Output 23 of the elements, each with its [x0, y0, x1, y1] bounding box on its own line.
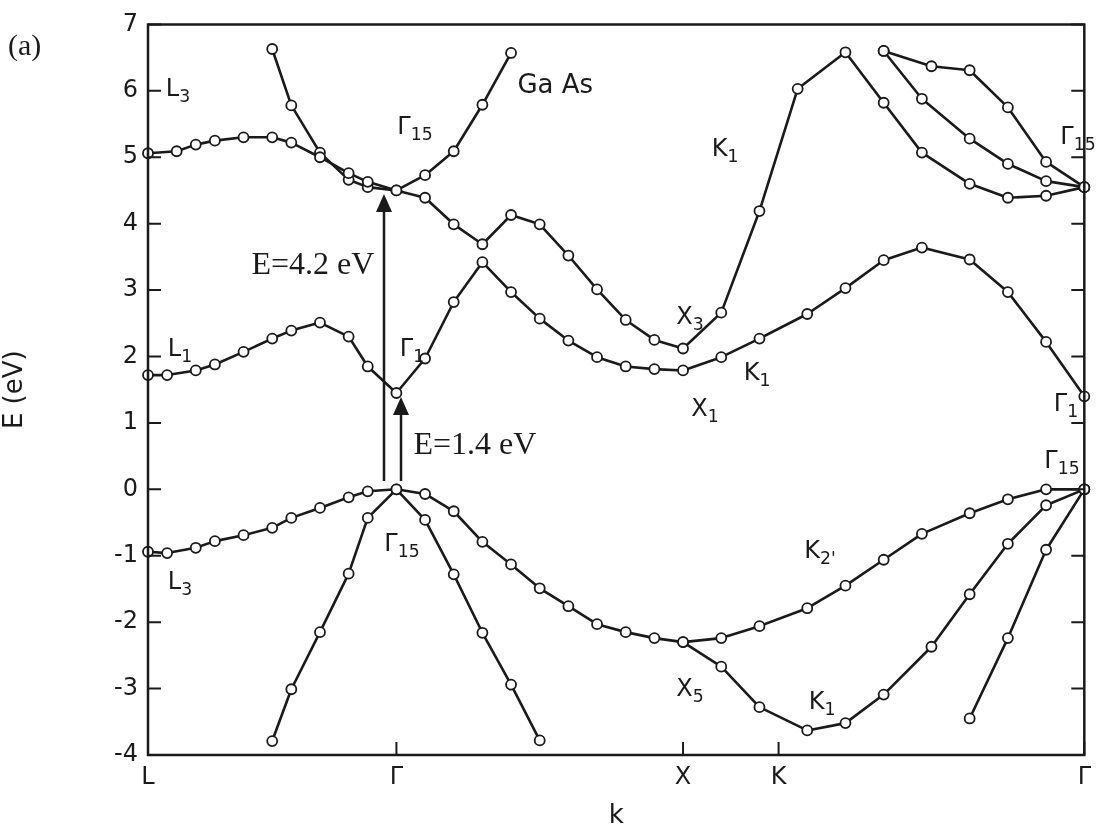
x-tick-label: Γ [389, 761, 404, 790]
annotation: E=1.4 eV [413, 425, 537, 462]
y-tick-label: 2 [122, 340, 138, 369]
x-tick-label: Γ [1077, 761, 1092, 790]
text: (a) [8, 27, 42, 62]
y-tick-label: 0 [122, 473, 138, 502]
x-axis-title: k [608, 799, 624, 830]
y-tick-label: 6 [122, 75, 138, 104]
y-tick-label: -1 [114, 539, 138, 568]
y-tick-label: -3 [114, 672, 138, 701]
y-tick-label: 5 [122, 141, 138, 170]
x-tick-label: X [674, 761, 692, 790]
x-tick-label: K [770, 761, 788, 790]
y-tick-label: 1 [122, 407, 138, 436]
x-tick-label: L [141, 761, 156, 790]
y-tick-label: 7 [122, 8, 138, 37]
y-tick-label: 4 [122, 207, 138, 236]
y-tick-label: 3 [122, 274, 138, 303]
text: Ga As [517, 69, 594, 100]
annotation: E=4.2 eV [251, 244, 375, 281]
y-tick-label: -4 [114, 739, 138, 768]
y-tick-label: -2 [114, 606, 138, 635]
y-axis-title: E (eV) [0, 350, 29, 430]
